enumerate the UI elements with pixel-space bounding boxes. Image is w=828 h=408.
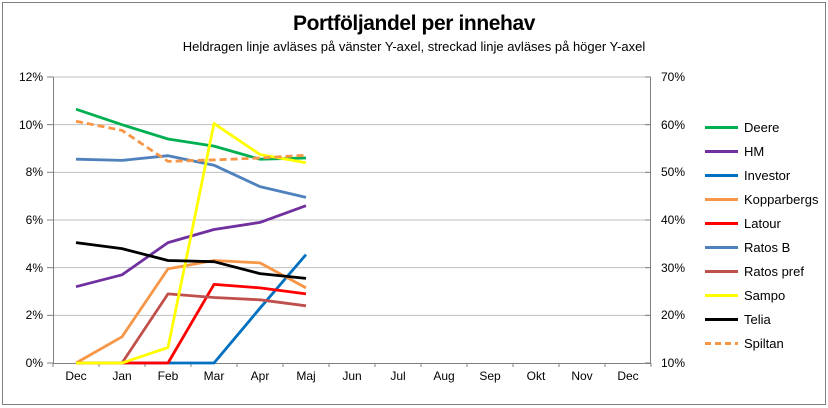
legend-label: HM <box>744 143 765 159</box>
x-axis-tick-label: Nov <box>571 369 593 383</box>
y-axis-right-tick-label: 10% <box>661 356 686 370</box>
legend-swatch <box>705 149 738 153</box>
y-axis-right-tick-label: 30% <box>661 260 686 275</box>
y-axis-left-tick-label: 0% <box>25 356 43 370</box>
y-axis-left-tick-label: 8% <box>25 165 43 180</box>
legend-item-latour: Latour <box>705 211 818 235</box>
legend-item-telia: Telia <box>705 307 818 331</box>
x-axis-tick-label: Okt <box>526 369 546 383</box>
legend-label: Kopparbergs <box>744 191 819 207</box>
legend-item-investor: Investor <box>705 163 818 187</box>
legend-label: Sampo <box>744 287 786 303</box>
x-axis-tick-label: Aug <box>433 369 455 383</box>
series-line-spiltan <box>75 119 307 163</box>
x-axis-tick-label: Sep <box>479 369 501 383</box>
y-axis-left-tick-label: 10% <box>18 117 43 132</box>
series-line-investor <box>76 253 308 365</box>
legend: Deere HM Investor Kopparbergs Latour Ratos B R… <box>705 115 818 355</box>
y-axis-right-tick-label: 70% <box>661 70 686 84</box>
series-line-kopparbergs <box>75 259 307 365</box>
y-axis-right-tick-label: 40% <box>661 213 686 227</box>
x-axis-tick-label: Jul <box>390 369 406 383</box>
legend-label: Ratos B <box>744 239 791 255</box>
series-line-deere <box>75 107 307 161</box>
x-axis-tick-label: Jan <box>112 369 132 383</box>
legend-swatch <box>705 173 738 177</box>
series-line-telia <box>75 241 307 280</box>
legend-item-hm: HM <box>705 139 818 163</box>
legend-item-spiltan: Spiltan <box>705 331 818 355</box>
legend-label: Spiltan <box>744 335 784 351</box>
series-line-sampo <box>76 122 307 365</box>
chart-title: Portföljandel per innehav <box>292 12 536 35</box>
y-axis-left-tick-label: 6% <box>25 213 43 227</box>
y-axis-right-tick-label: 50% <box>661 165 686 180</box>
legend-label: Telia <box>744 311 771 327</box>
y-axis-left-tick-label: 4% <box>25 260 43 275</box>
legend-item-ratos-pref: Ratos pref <box>705 259 818 283</box>
y-axis-right-tick-label: 20% <box>661 308 686 323</box>
legend-swatch <box>705 341 738 345</box>
legend-item-deere: Deere <box>705 115 818 139</box>
legend-label: Ratos pref <box>744 263 804 279</box>
legend-label: Investor <box>744 167 791 183</box>
x-axis-tick-label: Jun <box>342 369 362 383</box>
legend-item-sampo: Sampo <box>705 283 818 307</box>
legend-swatch <box>705 269 738 273</box>
y-axis-left-tick-label: 2% <box>25 308 43 323</box>
legend-swatch <box>705 197 738 201</box>
y-axis-left-tick-label: 12% <box>18 70 43 84</box>
x-axis-tick-label: Dec <box>65 369 87 383</box>
x-axis-tick-label: Mar <box>203 369 225 383</box>
legend-label: Deere <box>744 119 780 135</box>
x-axis-tick-label: Dec <box>617 369 639 383</box>
plot-area <box>47 76 652 367</box>
x-axis-tick-label: Feb <box>157 369 179 383</box>
x-axis-tick-label: Apr <box>250 369 270 383</box>
legend-swatch <box>705 221 738 225</box>
legend-swatch <box>705 317 738 321</box>
legend-label: Latour <box>744 215 781 231</box>
x-axis-tick-label: Maj <box>296 369 316 383</box>
legend-item-ratos-b: Ratos B <box>705 235 818 259</box>
legend-swatch <box>705 293 738 297</box>
y-axis-right-tick-label: 60% <box>661 117 686 132</box>
legend-item-kopparbergs: Kopparbergs <box>705 187 818 211</box>
series-line-ratos-pref <box>76 292 307 365</box>
legend-swatch <box>705 125 738 129</box>
chart-subtitle: Heldragen linje avläses på vänster Y-axe… <box>182 39 646 54</box>
legend-swatch <box>705 245 738 249</box>
